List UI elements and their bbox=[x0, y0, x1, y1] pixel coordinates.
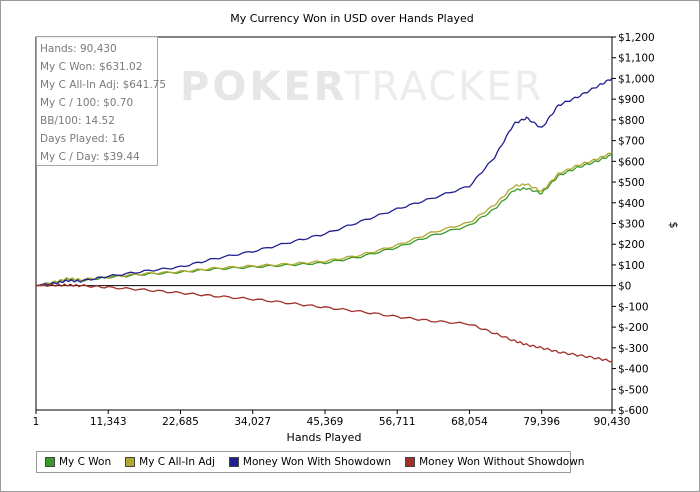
y-tick-label: $100 bbox=[618, 260, 645, 272]
stat-hands: Hands: 90,430 bbox=[40, 43, 117, 55]
stats-box: Hands: 90,430 My C Won: $631.02 My C All… bbox=[36, 36, 167, 166]
y-tick-label: $800 bbox=[618, 115, 645, 127]
legend-swatch bbox=[228, 457, 239, 467]
y-tick-label: $0 bbox=[618, 281, 631, 293]
legend-item: My C All-In Adj bbox=[125, 456, 215, 468]
y-tick-label: $-100 bbox=[618, 301, 649, 313]
stat-allin-adj: My C All-In Adj: $641.75 bbox=[40, 79, 167, 91]
series-line-money-won-without-showdown bbox=[35, 283, 613, 363]
watermark-poker: POKER bbox=[180, 64, 347, 110]
stat-bb-100: BB/100: 14.52 bbox=[40, 115, 115, 127]
legend-swatch bbox=[45, 457, 55, 467]
watermark-tracker: TRACKER bbox=[344, 64, 544, 110]
stat-per-100: My C / 100: $0.70 bbox=[40, 97, 134, 109]
series-line-money-won-with-showdown bbox=[35, 77, 613, 287]
y-tick-label: $600 bbox=[618, 156, 645, 168]
legend-item: Money Won With Showdown bbox=[228, 456, 392, 468]
axis-ticks: $1,200 $1,100 $1,000 $900 $800 $700 $600 $500 $4… bbox=[33, 32, 655, 428]
stat-won: My C Won: $631.02 bbox=[40, 61, 143, 73]
y-tick-label: $1,000 bbox=[618, 73, 655, 85]
y-tick-label: $-500 bbox=[618, 384, 649, 396]
stat-per-day: My C / Day: $39.44 bbox=[40, 151, 140, 163]
y-axis-label: $ bbox=[667, 222, 680, 229]
y-tick-label: $300 bbox=[618, 219, 645, 231]
y-tick-label: $200 bbox=[618, 239, 645, 251]
legend-swatch bbox=[125, 457, 136, 467]
y-tick-label: $1,200 bbox=[618, 32, 655, 44]
x-tick-label: 11,343 bbox=[90, 416, 127, 428]
x-tick-label: 56,711 bbox=[379, 416, 416, 428]
x-tick-label: 90,430 bbox=[594, 416, 631, 428]
x-axis-label: Hands Played bbox=[287, 431, 362, 444]
legend-item: My C Won bbox=[45, 456, 111, 468]
x-tick-label: 68,054 bbox=[451, 416, 488, 428]
legend-label: My C Won bbox=[59, 456, 112, 468]
x-tick-label: 45,369 bbox=[307, 416, 344, 428]
y-tick-label: $900 bbox=[618, 94, 645, 106]
legend-item: Money Won Without Showdown bbox=[405, 456, 584, 468]
legend-label: Money Won Without Showdown bbox=[419, 456, 585, 468]
series-line-my-c-won bbox=[35, 154, 612, 287]
legend-label: My C All-In Adj bbox=[139, 456, 215, 468]
legend-label: Money Won With Showdown bbox=[242, 456, 392, 468]
chart-legend: My C Won My C All-In Adj Money Won With Sh… bbox=[36, 451, 584, 473]
y-tick-label: $700 bbox=[618, 136, 645, 148]
y-tick-label: $-200 bbox=[618, 322, 649, 334]
x-tick-label: 34,027 bbox=[234, 416, 271, 428]
y-tick-label: $400 bbox=[618, 198, 645, 210]
y-tick-label: $-600 bbox=[618, 405, 649, 417]
chart-title: My Currency Won in USD over Hands Played bbox=[230, 12, 473, 25]
y-tick-label: $-400 bbox=[618, 364, 649, 376]
y-tick-label: $-300 bbox=[618, 343, 649, 355]
series-group bbox=[35, 77, 613, 363]
x-tick-label: 1 bbox=[33, 416, 40, 428]
stat-days-played: Days Played: 16 bbox=[40, 133, 125, 145]
y-tick-label: $500 bbox=[618, 177, 645, 189]
y-tick-label: $1,100 bbox=[618, 53, 655, 65]
x-tick-label: 79,396 bbox=[523, 416, 560, 428]
legend-swatch bbox=[405, 457, 416, 467]
x-tick-label: 22,685 bbox=[162, 416, 199, 428]
